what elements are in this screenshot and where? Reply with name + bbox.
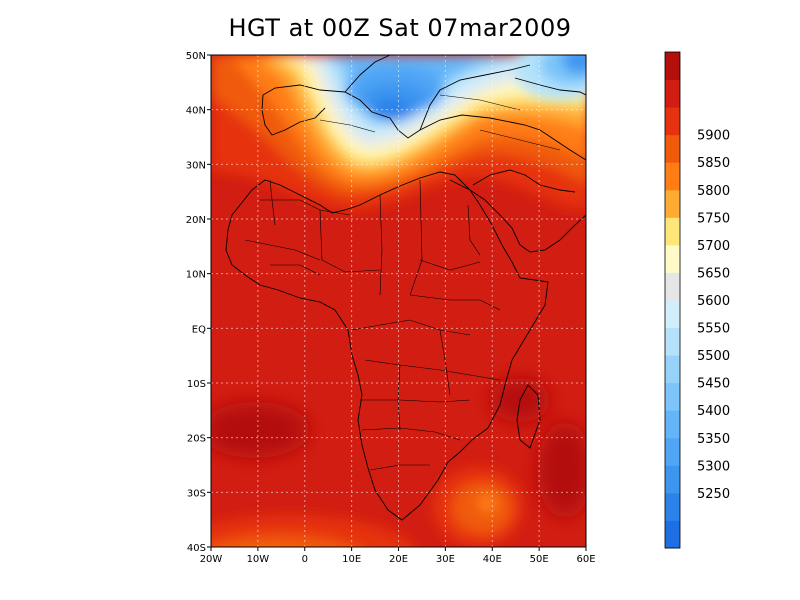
longitude-tick-label: 60E	[576, 554, 595, 565]
colorbar-swatch	[665, 465, 680, 494]
colorbar-swatch	[665, 189, 680, 218]
southern-trough	[211, 515, 415, 547]
longitude-tick-label: 10W	[247, 554, 270, 565]
latitude-tick-label: 20N	[186, 215, 206, 226]
colorbar-swatch	[665, 492, 680, 521]
cutoff-low-south-atlantic	[433, 467, 523, 547]
latitude-tick-label: 30N	[186, 160, 206, 171]
country-borders	[244, 94, 561, 471]
colorbar-swatch	[665, 327, 680, 356]
longitude-tick-label: 0	[302, 554, 308, 565]
colorbar-swatch	[665, 217, 680, 246]
colorbar-level-label: 5650	[697, 266, 730, 281]
colorbar-level-label: 5800	[697, 184, 730, 199]
longitude-tick-label: 50E	[530, 554, 549, 565]
longitude-tick-label: 30E	[436, 554, 455, 565]
colorbar-level-label: 5250	[697, 487, 730, 502]
height-field-map	[211, 55, 586, 547]
colorbar-swatch	[665, 162, 680, 191]
colorbar-level-label: 5750	[697, 211, 730, 226]
lat-lon-grid	[211, 55, 586, 547]
colorbar-level-label: 5350	[697, 432, 730, 447]
latitude-tick-label: 40S	[187, 543, 206, 554]
colorbar-swatch	[665, 79, 680, 108]
longitude-tick-label: 40E	[483, 554, 502, 565]
colorbar-swatch	[665, 134, 680, 163]
southern-ridge-dark	[211, 378, 586, 518]
colorbar-swatch	[665, 107, 680, 136]
colorbar-swatch	[665, 410, 680, 439]
longitude-tick-label: 20W	[200, 554, 223, 565]
colorbar-swatch	[665, 300, 680, 329]
colorbar-swatch	[665, 52, 680, 81]
colorbar-swatch	[665, 520, 680, 549]
colorbar-swatch	[665, 244, 680, 273]
colorbar-level-label: 5500	[697, 349, 730, 364]
latitude-tick-label: 10S	[187, 379, 206, 390]
colorbar-level-label: 5400	[697, 404, 730, 419]
colorbar-level-label: 5450	[697, 377, 730, 392]
latitude-tick-label: 30S	[187, 488, 206, 499]
longitude-tick-labels: 20W 10W 0 10E 20E 30E 40E 50E 60E	[200, 547, 596, 565]
colorbar-level-label: 5300	[697, 459, 730, 474]
longitude-tick-label: 10E	[342, 554, 361, 565]
latitude-tick-labels: 50N 40N 30N 20N 10N EQ 10S 20S 30S 40S	[186, 51, 211, 554]
latitude-tick-label: 10N	[186, 270, 206, 281]
colorbar-frame	[664, 51, 681, 549]
page-title: HGT at 00Z Sat 07mar2009	[228, 14, 572, 42]
colorbar-level-label: 5850	[697, 156, 730, 171]
latitude-tick-label: 20S	[187, 434, 206, 445]
colorbar-swatch	[665, 272, 680, 301]
colorbar-swatch	[665, 355, 680, 384]
latitude-tick-label: 50N	[186, 51, 206, 62]
colorbar-swatch	[665, 437, 680, 466]
latitude-tick-label: 40N	[186, 106, 206, 117]
longitude-tick-label: 20E	[389, 554, 408, 565]
colorbar-level-label: 5900	[697, 129, 730, 144]
colorbar-level-label: 5550	[697, 322, 730, 337]
colorbar-level-label: 5700	[697, 239, 730, 254]
latitude-tick-label: EQ	[192, 324, 206, 335]
colorbar-legend: 5250 5300 5350 5400 5450 5500 5550 5600 5650 5700…	[664, 51, 730, 549]
colorbar-swatch	[665, 382, 680, 411]
coastlines	[225, 55, 586, 521]
northeast-low	[515, 55, 586, 100]
colorbar-level-label: 5600	[697, 294, 730, 309]
